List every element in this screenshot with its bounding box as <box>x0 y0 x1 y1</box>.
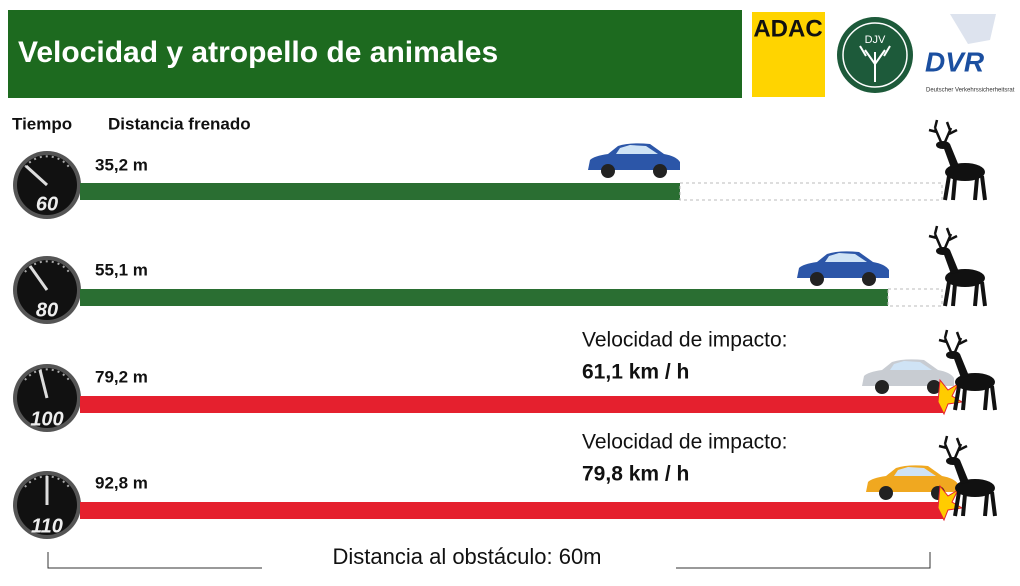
distance: 79,2 m <box>95 367 148 386</box>
speed: 110 <box>31 515 63 537</box>
adac-text: ADAC <box>753 15 822 42</box>
header-bar <box>8 10 742 98</box>
braking-bar <box>80 396 945 413</box>
row: 100 79,2 m Velocidad de impacto: 61,1 km… <box>12 328 997 433</box>
distance: 92,8 m <box>95 473 148 492</box>
row: 80 55,1 m <box>12 224 987 325</box>
dvr-text: DVR <box>925 46 985 77</box>
speed: 60 <box>36 193 58 215</box>
impact-caption: Velocidad de impacto: <box>582 431 787 454</box>
speed: 80 <box>36 299 58 321</box>
column-header: Tiempo <box>12 114 72 133</box>
braking-bar <box>80 183 680 200</box>
footer: Distancia al obstáculo: 60m <box>332 544 601 569</box>
distance: 55,1 m <box>95 260 148 279</box>
row: 110 92,8 m Velocidad de impacto: 79,8 km… <box>12 431 997 540</box>
column-header: Distancia frenado <box>108 114 251 133</box>
djv-text: DJV <box>865 34 886 46</box>
impact-caption: Velocidad de impacto: <box>582 329 787 352</box>
row: 60 35,2 m <box>12 118 987 220</box>
title: Velocidad y atropello de animales <box>18 36 498 69</box>
dvr-subtext: Deutscher Verkehrssicherheitsrat <box>926 88 1015 94</box>
impact-speed: 61,1 km / h <box>582 361 689 384</box>
speed: 100 <box>30 408 63 430</box>
braking-bar <box>80 502 945 519</box>
distance: 35,2 m <box>95 155 148 174</box>
distance-bracket <box>47 552 931 569</box>
braking-bar <box>80 289 888 306</box>
adac-logo <box>752 12 825 97</box>
impact-speed: 79,8 km / h <box>582 463 689 486</box>
